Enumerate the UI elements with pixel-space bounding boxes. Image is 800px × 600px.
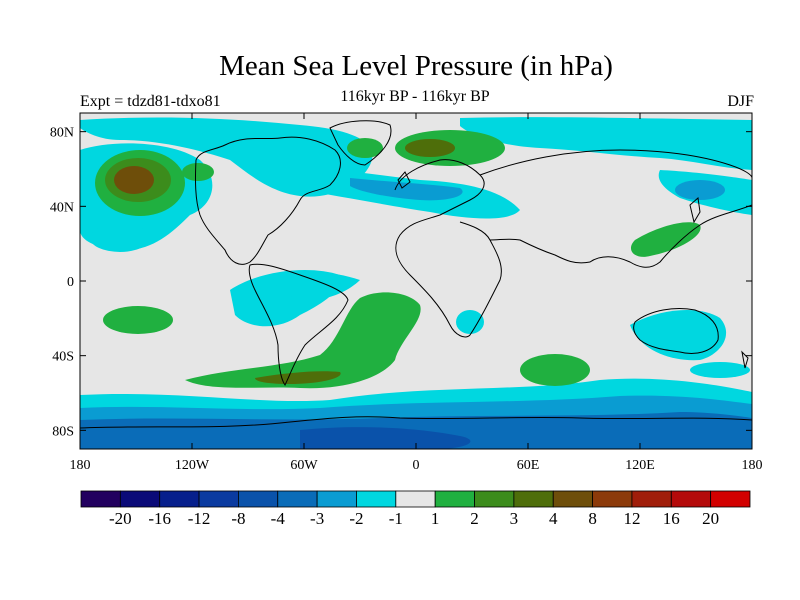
asia-coast (479, 149, 752, 268)
x-tick-label: 120W (175, 458, 210, 473)
alaska-positive (182, 163, 214, 181)
x-tick-label: 180 (742, 458, 763, 473)
colorbar-swatch (434, 490, 475, 508)
x-tick-label: 180 (70, 458, 91, 473)
map-subtitle: 116kyr BP - 116kyr BP (340, 88, 490, 105)
colorbar-label: -3 (310, 509, 324, 528)
south-atlantic-positive (185, 292, 421, 389)
colorbar-swatch (198, 490, 239, 508)
greenland-positive (347, 138, 383, 158)
coastlines (80, 120, 752, 429)
x-tick-label: 60E (517, 458, 540, 473)
pacific-band-negative (690, 362, 750, 378)
colorbar-swatch (356, 490, 397, 508)
pacific-mid-negative (90, 224, 150, 252)
y-tick-label: 80N (50, 126, 74, 141)
colorbar-label: 20 (702, 509, 719, 528)
colorbar-swatch (80, 490, 121, 508)
pressure-field (80, 113, 752, 449)
colorbar-label: -4 (271, 509, 286, 528)
y-tick-label: 0 (67, 275, 74, 290)
north-pacific-max (114, 166, 154, 194)
x-tick-label: 0 (413, 458, 420, 473)
siberia-negative (675, 180, 725, 200)
colorbar-swatch (119, 490, 161, 508)
colorbar-label: -8 (231, 509, 245, 528)
colorbar-swatch (238, 490, 279, 508)
colorbar-label: 8 (588, 509, 597, 528)
colorbar-label: -2 (349, 509, 363, 528)
colorbar-label: -1 (389, 509, 403, 528)
west-pacific-positive (630, 222, 701, 257)
south-pacific-positive (103, 306, 173, 334)
colorbar-swatch (277, 490, 318, 508)
colorbar-swatch (316, 490, 357, 508)
colorbar-swatch (395, 490, 436, 508)
colorbar-label: 2 (470, 509, 479, 528)
x-tick-label: 60W (290, 458, 318, 473)
colorbar-swatch (552, 490, 593, 508)
australia-coast (633, 308, 719, 354)
japan-coast (689, 197, 701, 224)
colorbar-label: -20 (109, 509, 132, 528)
eurasia-arctic-negative (460, 117, 752, 170)
y-tick-label: 80S (52, 424, 74, 439)
colorbar-swatch (592, 490, 633, 508)
y-tick-label: 40S (52, 350, 74, 365)
greenland-coast (329, 120, 392, 166)
antarctic-core (300, 427, 471, 449)
madagascar-negative (456, 310, 484, 334)
experiment-label: Expt = tdzd81-tdxo81 (80, 93, 221, 110)
colorbar-swatch (670, 490, 712, 508)
north-atlantic-strong (350, 178, 463, 201)
x-tick-label: 120E (625, 458, 655, 473)
australia-negative (630, 309, 727, 361)
new-zealand-coast (741, 350, 749, 369)
tropical-atlantic-negative (275, 272, 360, 300)
nordic-positive-core (405, 139, 455, 157)
colorbar-label: 3 (510, 509, 519, 528)
colorbar-label: 4 (549, 509, 558, 528)
colorbar-label: 12 (623, 509, 640, 528)
antarctica-coast (80, 416, 752, 429)
south-atlantic-core (255, 371, 341, 384)
map-title: Mean Sea Level Pressure (in hPa) (219, 50, 613, 82)
uk-coast (397, 171, 411, 189)
colorbar-label: 16 (663, 509, 680, 528)
colorbar-swatch (631, 490, 672, 508)
europe-africa-coast (394, 159, 502, 338)
colorbar-label: -16 (148, 509, 171, 528)
map-axes: 180 120W 60W 0 60E 120E 180 80N 40N 0 40S 80S (50, 113, 763, 473)
colorbar-swatch (710, 490, 751, 508)
colorbar-swatch (159, 490, 200, 508)
colorbar-swatch (513, 490, 554, 508)
south-america-coast (248, 263, 349, 386)
colorbar-label: -12 (188, 509, 211, 528)
indian-ocean-positive (520, 354, 590, 386)
y-tick-label: 40N (50, 200, 74, 215)
season-label: DJF (727, 93, 754, 110)
colorbar-swatch (474, 490, 515, 508)
colorbar: -20 -16 -12 -8 -4 -3 -2 -1 1 2 3 4 8 12 16 20 (80, 490, 751, 528)
colorbar-label: 1 (431, 509, 440, 528)
north-america-coast (195, 136, 341, 265)
